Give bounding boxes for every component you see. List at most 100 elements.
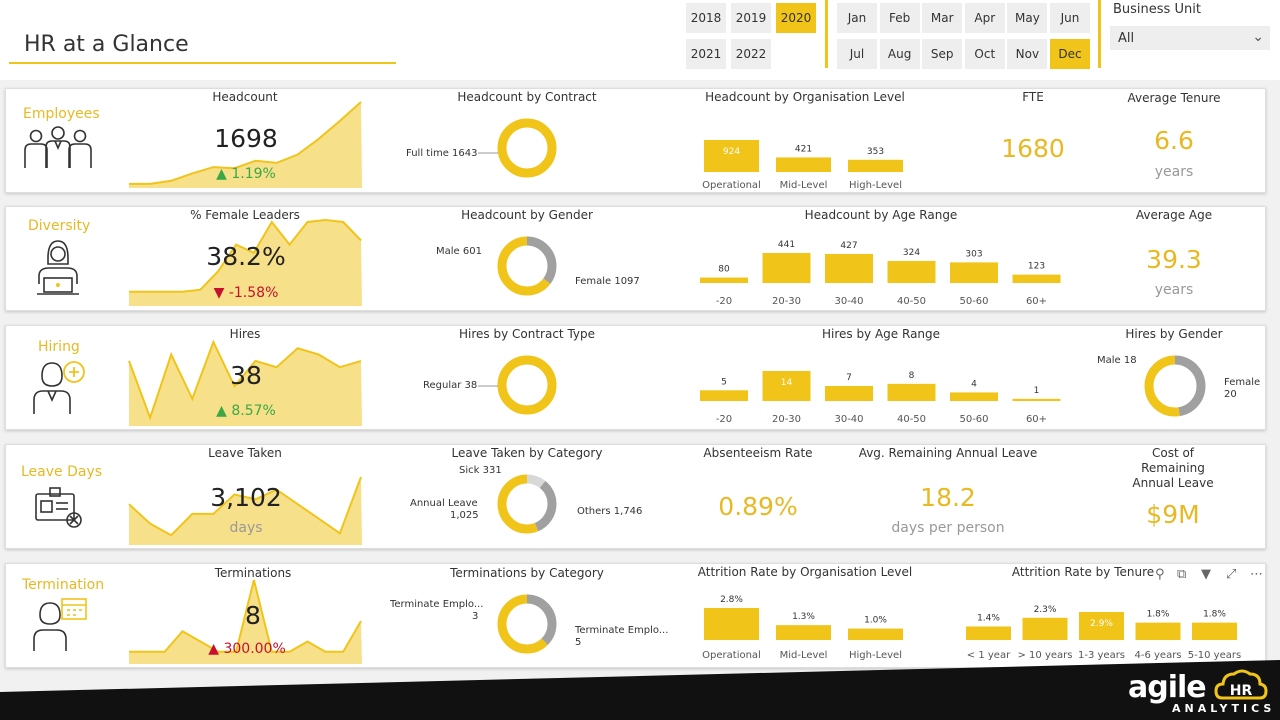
bar-value-label: 421 bbox=[795, 144, 812, 154]
page-title: HR at a Glance bbox=[24, 32, 189, 57]
donut-slice-regular[interactable] bbox=[497, 355, 557, 415]
bar[interactable] bbox=[776, 625, 831, 640]
bar-value-label: 7 bbox=[846, 373, 852, 383]
logo-hr: HR bbox=[1230, 683, 1253, 699]
average-tenure-value: 6.6 bbox=[1154, 126, 1194, 155]
year-button-2021[interactable]: 2021 bbox=[686, 39, 726, 69]
month-button-dec[interactable]: Dec bbox=[1050, 39, 1090, 69]
bar[interactable] bbox=[825, 386, 873, 401]
bar[interactable] bbox=[1079, 612, 1124, 640]
hires-by-contract-donut[interactable] bbox=[497, 355, 557, 415]
month-button-feb[interactable]: Feb bbox=[879, 3, 920, 33]
donut-label: 20 bbox=[1224, 389, 1237, 400]
donut-slice-others[interactable] bbox=[497, 474, 557, 534]
bar[interactable] bbox=[966, 626, 1011, 640]
year-button-2019[interactable]: 2019 bbox=[731, 3, 771, 33]
business-unit-dropdown[interactable]: All ⌄ bbox=[1110, 26, 1270, 50]
bar[interactable] bbox=[825, 253, 873, 283]
attrition-by-tenure-chart[interactable]: 1.4% < 1 year 2.3% > 10 years 2.9% 1-3 years 1… bbox=[960, 586, 1245, 661]
donut-slice-annual-leave[interactable] bbox=[497, 474, 557, 534]
bar[interactable] bbox=[950, 262, 998, 283]
bar[interactable] bbox=[887, 260, 936, 283]
year-button-2022[interactable]: 2022 bbox=[731, 39, 771, 69]
bar[interactable] bbox=[848, 159, 903, 172]
bar[interactable] bbox=[762, 253, 811, 283]
hires-by-contract-title: Hires by Contract Type bbox=[458, 327, 596, 341]
bar-category-label: < 1 year bbox=[967, 650, 1011, 661]
bar[interactable] bbox=[700, 277, 748, 283]
headcount-trend-chart[interactable] bbox=[129, 100, 362, 188]
triangle-up-icon: ▲ bbox=[208, 641, 220, 657]
leave-cost-value: $9M bbox=[1146, 500, 1200, 529]
bar[interactable] bbox=[762, 371, 811, 401]
headcount-by-contract-donut[interactable] bbox=[497, 118, 557, 178]
donut-label: Terminate Emplo... bbox=[575, 625, 669, 636]
attrition-by-org-chart[interactable]: 2.8% Operational 1.3% Mid-Level 1.0% High-Lev… bbox=[700, 586, 910, 661]
hires-by-gender-donut[interactable] bbox=[1144, 355, 1206, 417]
headcount-by-age-chart[interactable]: 80 -20 441 20-30 427 30-40 324 40-50 303 50-60 123… bbox=[700, 230, 1070, 307]
bar[interactable] bbox=[704, 608, 759, 640]
average-age-title: Average Age bbox=[1135, 208, 1213, 222]
donut-slice-female[interactable] bbox=[1144, 355, 1206, 417]
month-button-jul[interactable]: Jul bbox=[837, 39, 877, 69]
id-badge-cancel-icon bbox=[35, 487, 82, 528]
hires-by-age-title: Hires by Age Range bbox=[821, 327, 941, 341]
bar[interactable] bbox=[704, 140, 759, 172]
bar-value-label: 441 bbox=[778, 240, 795, 250]
headcount-by-gender-donut[interactable] bbox=[497, 236, 557, 296]
bar-value-label: 324 bbox=[903, 248, 920, 258]
female-leaders-trend-chart[interactable] bbox=[129, 218, 362, 306]
donut-label: Terminate Emplo... bbox=[390, 599, 484, 610]
leader-line bbox=[478, 385, 498, 387]
hires-trend-chart[interactable] bbox=[128, 338, 362, 426]
copy-visual-icon[interactable]: ⧉ bbox=[1177, 567, 1187, 582]
month-button-jun[interactable]: Jun bbox=[1050, 3, 1090, 33]
bar[interactable] bbox=[700, 390, 748, 401]
bar[interactable] bbox=[950, 392, 998, 401]
trend-line bbox=[128, 339, 362, 421]
bar[interactable] bbox=[1135, 622, 1181, 640]
bar[interactable] bbox=[776, 157, 831, 172]
bar-category-label: Operational bbox=[702, 650, 761, 661]
year-button-2018[interactable]: 2018 bbox=[686, 3, 726, 33]
headcount-by-org-level-chart[interactable]: 924 Operational 421 Mid-Level 353 High-Level bbox=[700, 120, 910, 191]
headcount-title: Headcount bbox=[212, 90, 278, 104]
month-button-oct[interactable]: Oct bbox=[964, 39, 1005, 69]
month-button-aug[interactable]: Aug bbox=[879, 39, 920, 69]
bar[interactable] bbox=[887, 383, 936, 401]
month-button-may[interactable]: May bbox=[1007, 3, 1048, 33]
terminations-by-category-donut[interactable] bbox=[497, 594, 557, 654]
bar[interactable] bbox=[848, 628, 903, 640]
filter-icon[interactable]: ▼ bbox=[1201, 567, 1211, 582]
leave-by-category-donut[interactable] bbox=[497, 474, 557, 534]
bar-value-label: 14 bbox=[781, 378, 793, 388]
donut-slice-female[interactable] bbox=[497, 236, 557, 296]
donut-slice-full-time[interactable] bbox=[497, 118, 557, 178]
bar-value-label: 2.8% bbox=[720, 595, 743, 605]
leader-line bbox=[478, 152, 498, 154]
bar-category-label: 40-50 bbox=[897, 296, 926, 307]
bar-value-label: 2.3% bbox=[1034, 605, 1057, 615]
triangle-up-icon: ▲ bbox=[216, 166, 227, 182]
bar[interactable] bbox=[1012, 274, 1061, 283]
month-button-nov[interactable]: Nov bbox=[1007, 39, 1048, 69]
leave-cost-title-line: Cost of Remaining bbox=[1141, 446, 1205, 475]
month-button-sep[interactable]: Sep bbox=[922, 39, 963, 69]
bar-category-label: Mid-Level bbox=[780, 650, 828, 661]
bar[interactable] bbox=[1192, 622, 1237, 640]
bar[interactable] bbox=[1012, 398, 1061, 401]
donut-slice-terminate-emplo[interactable] bbox=[497, 594, 557, 654]
month-button-apr[interactable]: Apr bbox=[964, 3, 1005, 33]
bar-value-label: 427 bbox=[840, 241, 857, 251]
leave-taken-trend-chart[interactable] bbox=[128, 457, 362, 545]
hires-by-age-chart[interactable]: 5 -20 14 20-30 7 30-40 8 40-50 4 50-60 1 60+ bbox=[700, 360, 1070, 425]
year-button-2020[interactable]: 2020 bbox=[776, 3, 816, 33]
terminations-trend-chart[interactable] bbox=[129, 578, 362, 664]
month-button-mar[interactable]: Mar bbox=[922, 3, 963, 33]
focus-mode-icon[interactable]: ⤢ bbox=[1226, 567, 1237, 582]
month-button-jan[interactable]: Jan bbox=[837, 3, 877, 33]
trend-area bbox=[129, 342, 362, 426]
more-options-icon[interactable]: ⋯ bbox=[1250, 567, 1263, 582]
pin-icon[interactable]: ⚲ bbox=[1155, 567, 1165, 582]
bar[interactable] bbox=[1022, 617, 1068, 640]
